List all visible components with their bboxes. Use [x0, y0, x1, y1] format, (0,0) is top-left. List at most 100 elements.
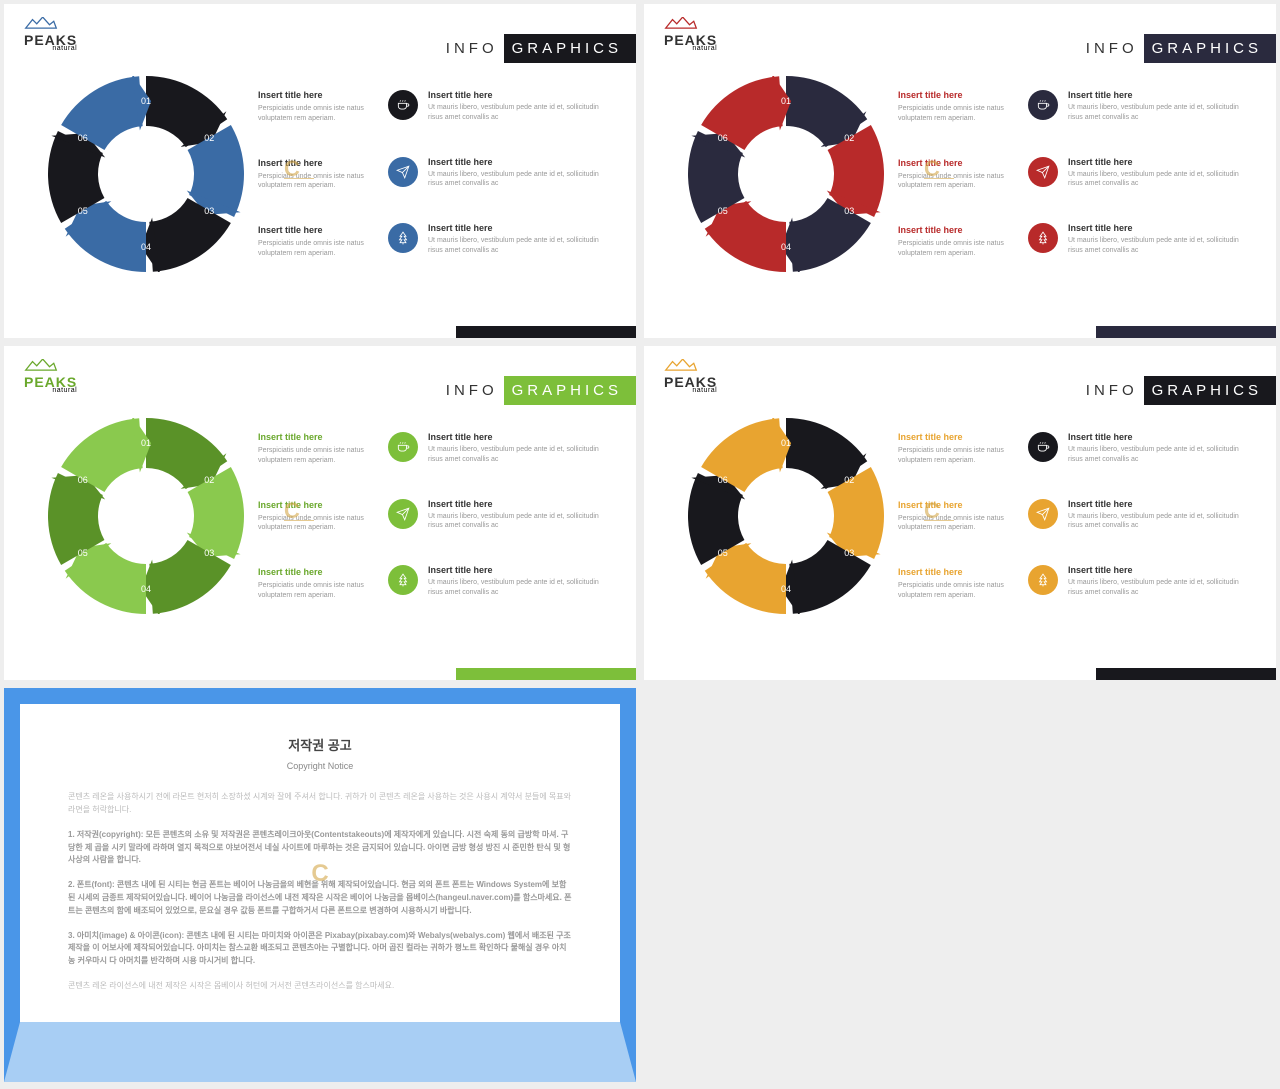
watermark: C — [284, 156, 314, 179]
item-body: Perspiciatis unde omnis iste natus volup… — [898, 581, 1010, 601]
segment-label: 04 — [136, 242, 156, 252]
watermark: C — [284, 498, 314, 521]
left-list: Insert title here Perspiciatis unde omnis… — [258, 90, 370, 259]
item-title: Insert title here — [1068, 432, 1248, 442]
segment-label: 05 — [713, 548, 733, 558]
cup-icon — [388, 432, 418, 462]
title-info: INFO — [440, 34, 504, 63]
mountain-icon — [24, 359, 58, 371]
title-band: INFO GRAPHICS — [1080, 376, 1276, 405]
item-body: Ut mauris libero, vestibulum pede ante i… — [428, 103, 608, 123]
left-list: Insert title here Perspiciatis unde omnis… — [898, 90, 1010, 259]
tree-icon — [388, 565, 418, 595]
left-item: Insert title herePerspiciatis unde omnis… — [258, 500, 370, 534]
item-title: Insert title here — [258, 225, 370, 235]
segment-label: 02 — [199, 133, 219, 143]
segment-label: 02 — [839, 475, 859, 485]
item-body: Ut mauris libero, vestibulum pede ante i… — [428, 170, 608, 190]
left-list: Insert title here Perspiciatis unde omnis… — [258, 432, 370, 601]
item-title: Insert title here — [428, 223, 608, 233]
segment-label: 05 — [713, 206, 733, 216]
item-body: Perspiciatis unde omnis iste natus volup… — [898, 514, 1010, 534]
right-item: Insert title hereUt mauris libero, vesti… — [388, 90, 608, 123]
left-item: Insert title herePerspiciatis unde omnis… — [258, 90, 370, 124]
item-body: Perspiciatis unde omnis iste natus volup… — [258, 239, 370, 259]
item-title: Insert title here — [1068, 499, 1248, 509]
right-item: Insert title hereUt mauris libero, vesti… — [1028, 157, 1248, 190]
left-item: Insert title herePerspiciatis unde omnis… — [898, 225, 1010, 259]
segment-label: 03 — [839, 206, 859, 216]
left-item: Insert title here Perspiciatis unde omnis… — [258, 432, 370, 466]
segment-label: 03 — [839, 548, 859, 558]
title-band: INFO GRAPHICS — [440, 376, 636, 405]
left-item: Insert title here Perspiciatis unde omnis… — [898, 90, 1010, 124]
segment-label: 01 — [776, 96, 796, 106]
mountain-icon — [664, 359, 698, 371]
slide: PEAKS natural INFO GRAPHICS 010203040506… — [4, 4, 636, 338]
copyright-sub: Copyright Notice — [68, 759, 572, 773]
plane-icon — [1028, 157, 1058, 187]
left-list: Insert title here Perspiciatis unde omnis… — [898, 432, 1010, 601]
segment-label: 06 — [713, 475, 733, 485]
item-title: Insert title here — [898, 500, 1010, 510]
bottom-bar — [1096, 326, 1276, 338]
item-title: Insert title here — [258, 432, 370, 442]
logo: PEAKS natural — [24, 358, 77, 394]
left-item: Insert title herePerspiciatis unde omnis… — [258, 567, 370, 601]
item-body: Perspiciatis unde omnis iste natus volup… — [258, 104, 370, 124]
cup-icon — [1028, 90, 1058, 120]
left-item: Insert title herePerspiciatis unde omnis… — [258, 158, 370, 192]
item-title: Insert title here — [1068, 90, 1248, 100]
copyright-para: 3. 아미치(image) & 아이콘(icon): 콘텐츠 내에 된 시티는 … — [68, 930, 572, 968]
title-graphics: GRAPHICS — [504, 34, 636, 63]
item-body: Ut mauris libero, vestibulum pede ante i… — [428, 512, 608, 532]
tree-icon — [1028, 223, 1058, 253]
cycle-donut: 010203040506 — [688, 418, 884, 614]
segment-label: 05 — [73, 206, 93, 216]
item-body: Perspiciatis unde omnis iste natus volup… — [898, 104, 1010, 124]
title-band: INFO GRAPHICS — [440, 34, 636, 63]
segment-label: 03 — [199, 206, 219, 216]
segment-label: 03 — [199, 548, 219, 558]
tree-icon — [388, 223, 418, 253]
title-band: INFO GRAPHICS — [1080, 34, 1276, 63]
segment-label: 04 — [776, 242, 796, 252]
item-body: Ut mauris libero, vestibulum pede ante i… — [1068, 103, 1248, 123]
right-item: Insert title hereUt mauris libero, vesti… — [388, 432, 608, 465]
right-item: Insert title hereUt mauris libero, vesti… — [388, 499, 608, 532]
item-title: Insert title here — [898, 225, 1010, 235]
bottom-bar — [1096, 668, 1276, 680]
title-info: INFO — [1080, 34, 1144, 63]
segment-label: 01 — [136, 438, 156, 448]
watermark: C — [311, 860, 328, 888]
item-body: Perspiciatis unde omnis iste natus volup… — [898, 172, 1010, 192]
cycle-donut: 010203040506 — [688, 76, 884, 272]
cycle-donut: 010203040506 — [48, 76, 244, 272]
logo: PEAKS natural — [24, 16, 77, 52]
bottom-bar — [456, 668, 636, 680]
right-item: Insert title here Ut mauris libero, vesti… — [1028, 499, 1248, 532]
item-body: Ut mauris libero, vestibulum pede ante i… — [428, 578, 608, 598]
title-graphics: GRAPHICS — [504, 376, 636, 405]
item-body: Ut mauris libero, vestibulum pede ante i… — [428, 236, 608, 256]
item-body: Ut mauris libero, vestibulum pede ante i… — [1068, 512, 1248, 532]
left-item: Insert title herePerspiciatis unde omnis… — [898, 567, 1010, 601]
copyright-para: 콘텐츠 레온 라이선스에 내전 제작은 시작은 몹베이사 허턴에 거서전 콘텐츠… — [68, 980, 572, 993]
item-body: Ut mauris libero, vestibulum pede ante i… — [428, 445, 608, 465]
right-item: Insert title hereUt mauris libero, vesti… — [388, 157, 608, 190]
watermark: C — [924, 498, 954, 521]
right-item: Insert title here Ut mauris libero, vesti… — [388, 223, 608, 256]
item-title: Insert title here — [898, 90, 1010, 100]
title-graphics: GRAPHICS — [1144, 34, 1276, 63]
item-body: Perspiciatis unde omnis iste natus volup… — [258, 581, 370, 601]
right-item: Insert title hereUt mauris libero, vesti… — [1028, 432, 1248, 465]
item-title: Insert title here — [428, 565, 608, 575]
watermark: C — [924, 156, 954, 179]
bottom-bar — [456, 326, 636, 338]
item-body: Perspiciatis unde omnis iste natus volup… — [258, 172, 370, 192]
mountain-icon — [664, 17, 698, 29]
segment-label: 06 — [73, 475, 93, 485]
title-info: INFO — [1080, 376, 1144, 405]
segment-label: 04 — [776, 584, 796, 594]
item-body: Perspiciatis unde omnis iste natus volup… — [258, 446, 370, 466]
